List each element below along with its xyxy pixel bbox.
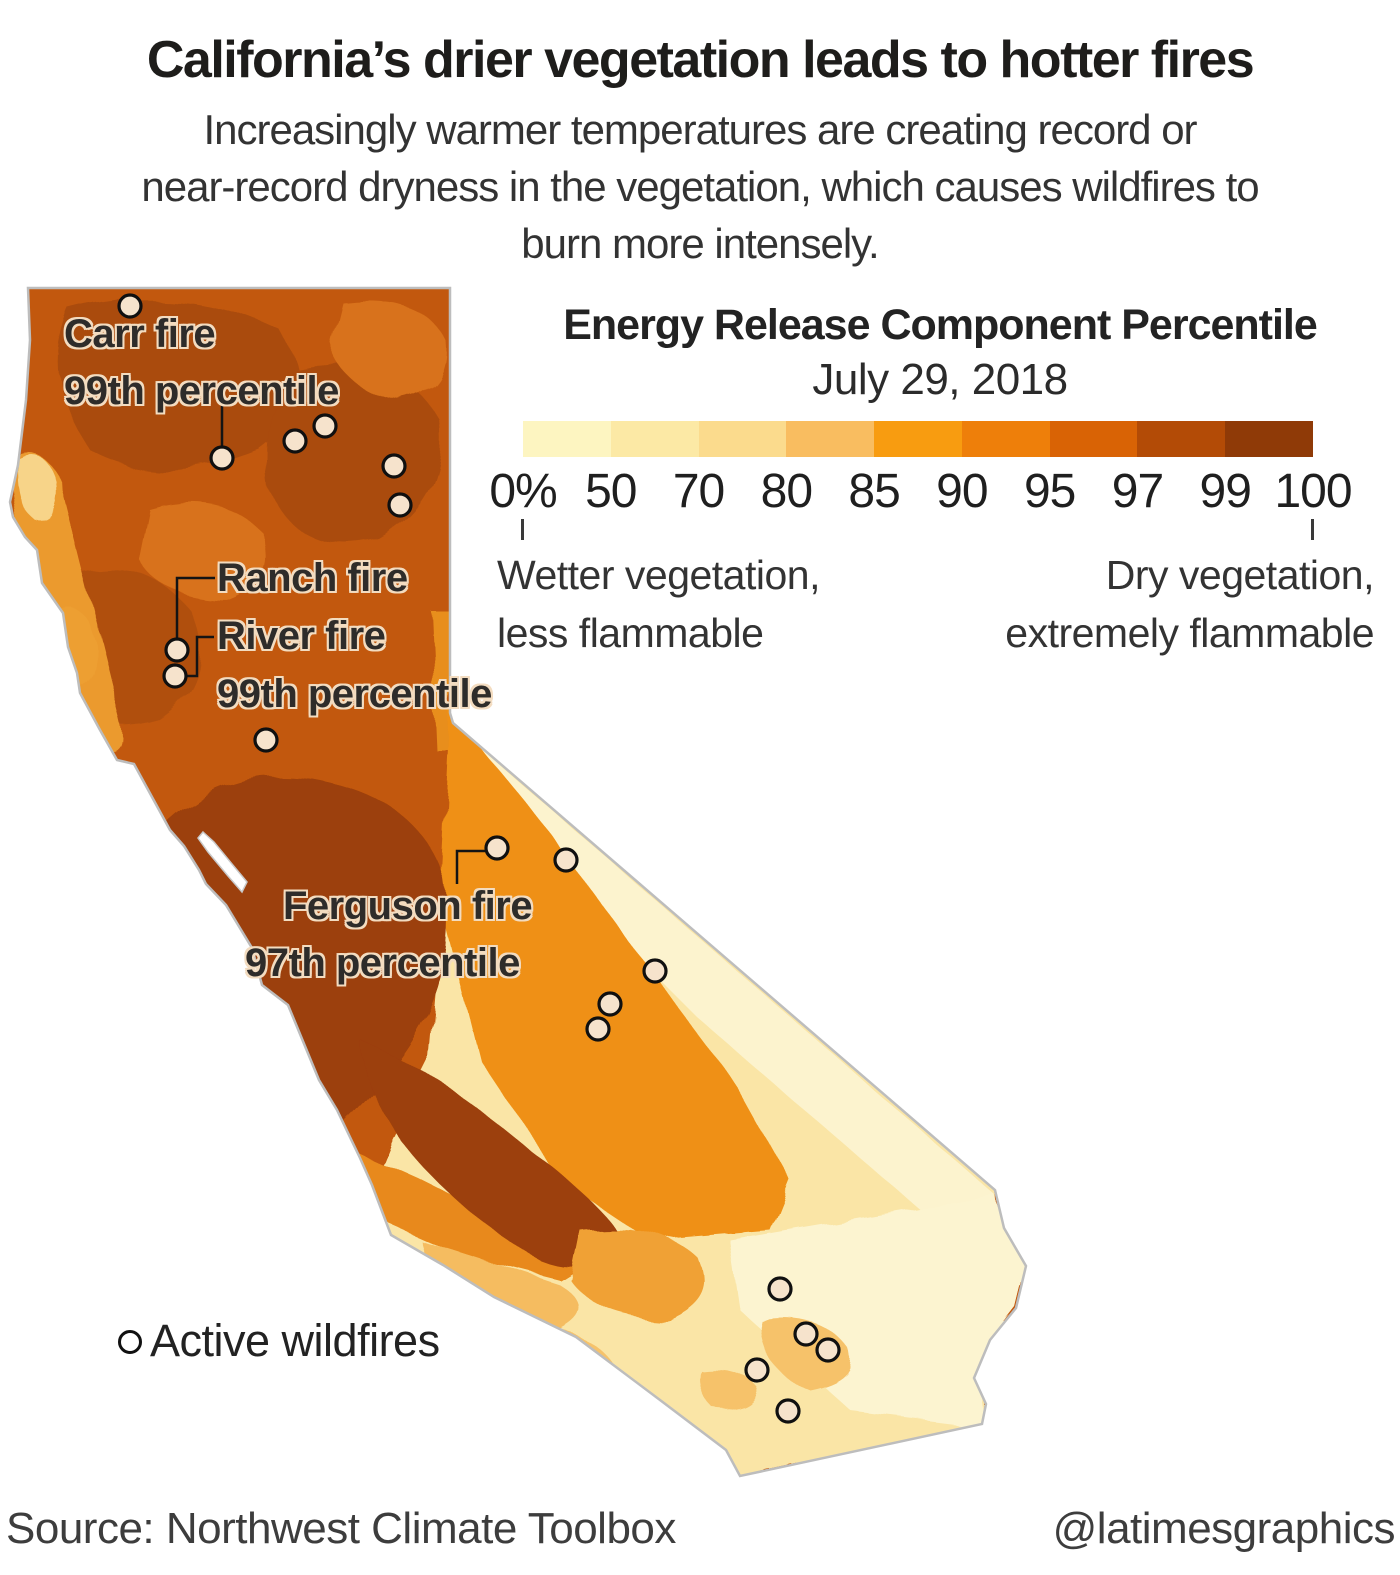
scale-tick-label: 95 — [1023, 465, 1076, 518]
scale-tick-label: 90 — [936, 465, 988, 518]
scale-segment — [786, 421, 875, 457]
legend-title: Energy Release Component Percentile — [563, 301, 1318, 349]
source-credit: Source: Northwest Climate Toolbox — [6, 1504, 676, 1553]
scale-segment — [698, 421, 787, 457]
wildfire-dot — [209, 445, 235, 471]
wildfire-dot — [553, 847, 579, 873]
active-wildfire-key-label: Active wildfires — [150, 1315, 440, 1366]
wildfire-dot — [117, 293, 143, 319]
wildfire-dot — [585, 1016, 611, 1042]
ferguson-fire-percentile: 97th percentile — [245, 941, 520, 985]
scale-note-dry-line: Dry vegetation, — [1105, 552, 1375, 598]
wildfire-dot — [164, 637, 190, 663]
ferguson-fire-leader-line — [455, 849, 485, 884]
scale-tick-label: 100 — [1274, 465, 1352, 518]
scale-tick-left — [521, 519, 524, 540]
ranch-fire-leader-line — [175, 576, 215, 638]
wildfire-dot — [387, 492, 413, 518]
scale-tick-label: 0% — [489, 465, 557, 518]
scale-tick-label: 97 — [1111, 465, 1164, 518]
subtitle-line: near-record dryness in the vegetation, w… — [141, 163, 1259, 210]
color-scale-labels: 0% 50 70 80 85 90 95 97 99 100 — [489, 464, 1352, 518]
river-fire-label: River fire — [217, 614, 386, 658]
wildfire-dot — [744, 1357, 770, 1383]
ranch-fire-label: Ranch fire — [217, 556, 408, 600]
ferguson-fire-label: Ferguson fire — [283, 884, 533, 928]
scale-tick-right — [1311, 519, 1314, 540]
wildfire-dot — [312, 413, 338, 439]
subtitle-line: Increasingly warmer temperatures are cre… — [203, 106, 1197, 153]
scale-segment — [874, 421, 962, 457]
river-fire-percentile: 99th percentile — [217, 672, 492, 716]
scale-tick-label: 70 — [672, 465, 725, 518]
scale-tick-label: 80 — [760, 465, 813, 518]
wildfire-dot — [597, 991, 623, 1017]
carr-fire-percentile: 99th percentile — [64, 369, 339, 413]
scale-tick-label: 85 — [848, 465, 900, 518]
wildfire-dot — [162, 663, 188, 689]
scale-note-wet: Wetter vegetation, less flammable — [497, 546, 820, 662]
scale-segment — [1137, 421, 1226, 457]
active-wildfire-key-icon — [118, 1330, 142, 1354]
wildfire-dot — [282, 428, 308, 454]
wildfire-dot — [484, 835, 510, 861]
scale-tick-label: 50 — [585, 465, 637, 518]
wildfire-dot — [815, 1337, 841, 1363]
subtitle-line: burn more intensely. — [521, 220, 879, 267]
page-title: California’s drier vegetation leads to h… — [146, 31, 1255, 89]
carr-fire-label: Carr fire — [64, 312, 216, 356]
california-outline — [8, 286, 1028, 1478]
river-fire-leader-line — [187, 635, 214, 678]
erc-color-regions — [10, 288, 1026, 1476]
scale-tick-label: 99 — [1199, 465, 1252, 518]
scale-note-dry-line: extremely flammable — [1005, 610, 1374, 656]
scale-segment — [1225, 421, 1314, 457]
wildfire-dot — [767, 1276, 793, 1302]
wildfire-dot — [775, 1398, 801, 1424]
wildfire-dot — [381, 453, 407, 479]
wildfire-dot — [253, 727, 279, 753]
color-scale-bar — [523, 421, 1314, 457]
wildfire-dot — [642, 958, 668, 984]
scale-segment — [1049, 421, 1138, 457]
active-wildfire-dots — [117, 293, 841, 1424]
scale-segment — [610, 421, 699, 457]
scale-note-wet-line: Wetter vegetation, — [497, 552, 820, 598]
page-subtitle: Increasingly warmer temperatures are cre… — [0, 101, 1400, 272]
california-erc-map — [8, 286, 1028, 1478]
wildfire-dot — [793, 1321, 819, 1347]
legend-date: July 29, 2018 — [812, 355, 1068, 404]
graphics-handle: @latimesgraphics — [1052, 1504, 1396, 1553]
scale-segment — [961, 421, 1050, 457]
san-francisco-bay — [197, 830, 248, 894]
scale-segment — [523, 421, 611, 457]
scale-note-dry: Dry vegetation, extremely flammable — [1005, 546, 1374, 662]
scale-note-wet-line: less flammable — [497, 610, 764, 656]
